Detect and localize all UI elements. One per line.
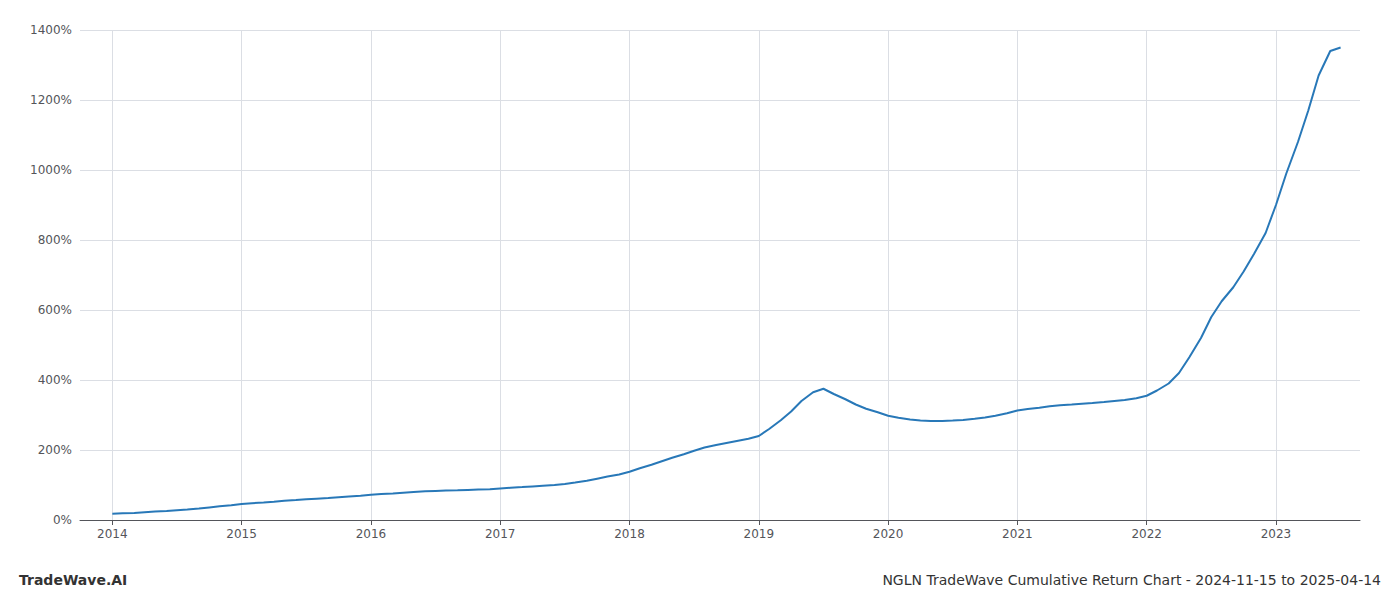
svg-text:2019: 2019 xyxy=(744,527,775,541)
svg-text:2014: 2014 xyxy=(97,527,128,541)
svg-text:2021: 2021 xyxy=(1002,527,1033,541)
svg-text:1400%: 1400% xyxy=(30,23,72,37)
svg-text:2022: 2022 xyxy=(1131,527,1162,541)
svg-text:200%: 200% xyxy=(38,443,72,457)
svg-text:NGLN TradeWave Cumulative Retu: NGLN TradeWave Cumulative Return Chart -… xyxy=(882,572,1381,588)
svg-text:2015: 2015 xyxy=(226,527,257,541)
svg-text:TradeWave.AI: TradeWave.AI xyxy=(19,572,127,588)
svg-text:1200%: 1200% xyxy=(30,93,72,107)
svg-text:1000%: 1000% xyxy=(30,163,72,177)
svg-text:2017: 2017 xyxy=(485,527,516,541)
svg-text:2016: 2016 xyxy=(356,527,387,541)
svg-text:0%: 0% xyxy=(53,513,72,527)
svg-text:2020: 2020 xyxy=(873,527,904,541)
svg-text:600%: 600% xyxy=(38,303,72,317)
svg-text:2023: 2023 xyxy=(1261,527,1292,541)
svg-text:2018: 2018 xyxy=(614,527,645,541)
svg-text:400%: 400% xyxy=(38,373,72,387)
svg-text:800%: 800% xyxy=(38,233,72,247)
